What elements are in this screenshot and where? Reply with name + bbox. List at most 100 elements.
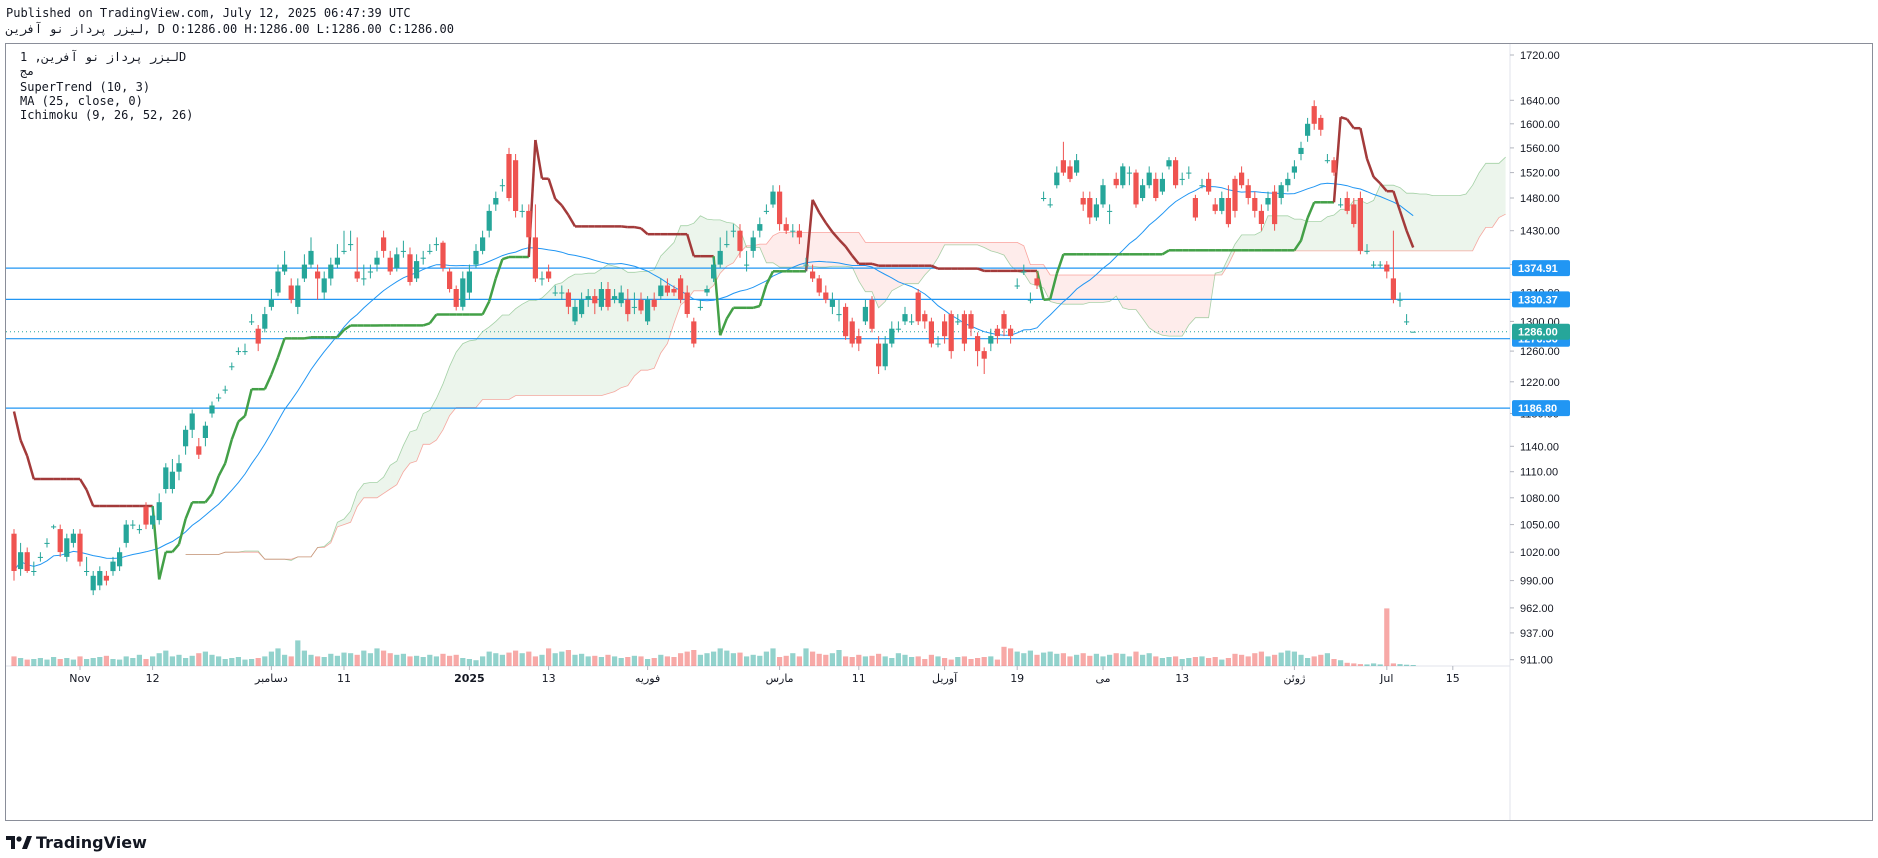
candle-body xyxy=(1272,191,1278,225)
volume-bar xyxy=(1054,653,1060,666)
volume-bar xyxy=(1113,653,1119,666)
cloud-segment xyxy=(1433,195,1440,251)
cloud-segment xyxy=(1182,274,1189,337)
cloud-segment xyxy=(522,300,529,396)
candle-body xyxy=(1107,210,1113,212)
candle-body xyxy=(783,224,789,231)
cloud-segment xyxy=(1083,274,1090,305)
supertrend-segment xyxy=(157,551,168,580)
price-tick-label: 1080.00 xyxy=(1520,493,1560,505)
candle-body xyxy=(136,529,142,531)
legend-ma[interactable]: MA (25, close, 0) xyxy=(20,94,143,108)
cloud-segment xyxy=(1393,185,1400,251)
volume-bar xyxy=(737,652,743,666)
candle-body xyxy=(394,254,400,268)
supertrend-segment xyxy=(304,336,312,340)
candle-body xyxy=(361,278,367,280)
candle-body xyxy=(1159,178,1165,192)
h-line-price-label: 1330.37 xyxy=(1518,294,1558,306)
cloud-segment xyxy=(575,274,582,396)
candle-body xyxy=(77,533,83,562)
price-chart[interactable]: 911.00 937.00 962.00 990.00 1020.00 1050.00 10… xyxy=(6,44,1872,820)
volume-bar xyxy=(341,652,347,666)
volume-bar xyxy=(1206,658,1212,666)
candle-body xyxy=(513,160,519,211)
candle-body xyxy=(724,244,730,246)
candle-body xyxy=(176,463,182,472)
volume-bar xyxy=(513,650,519,666)
supertrend-segment xyxy=(481,300,491,316)
candle-body xyxy=(902,314,908,322)
volume-bar xyxy=(876,653,882,666)
volume-bar xyxy=(1410,665,1416,666)
candle-body xyxy=(1364,250,1370,252)
cloud-segment xyxy=(1010,242,1018,272)
supertrend-segment xyxy=(527,139,537,258)
cloud-segment xyxy=(990,242,998,253)
legend-symbol: ليزر پرداز نو آفرين, 1D xyxy=(20,50,187,64)
volume-bar xyxy=(968,659,974,666)
candle-body xyxy=(222,389,228,391)
volume-bar xyxy=(1074,654,1080,666)
candle-body xyxy=(1008,328,1014,337)
volume-bar xyxy=(1140,654,1146,666)
candle-body xyxy=(1331,160,1337,173)
candle-body xyxy=(664,285,670,293)
volume-bar xyxy=(37,658,43,666)
volume-bar xyxy=(480,656,486,666)
candle-body xyxy=(295,285,301,307)
cloud-segment xyxy=(542,291,549,396)
candle-body xyxy=(750,237,756,251)
volume-bar xyxy=(1186,658,1192,666)
volume-bar xyxy=(1027,650,1033,666)
candle-body xyxy=(480,237,486,251)
volume-bar xyxy=(981,657,987,666)
volume-bar xyxy=(183,658,189,666)
cloud-segment xyxy=(317,546,325,548)
volume-bar xyxy=(532,656,538,666)
candle-body xyxy=(645,299,651,322)
cloud-segment xyxy=(1327,215,1334,251)
candle-body xyxy=(882,343,888,367)
supertrend-segment xyxy=(758,284,768,307)
h-line-price-label: 1374.91 xyxy=(1518,263,1558,275)
candle-body xyxy=(1298,147,1304,154)
supertrend-segment xyxy=(554,198,563,207)
candle-body xyxy=(460,278,466,307)
volume-bar xyxy=(704,653,710,666)
volume-bar xyxy=(1351,663,1357,666)
volume-bar xyxy=(275,648,281,666)
candle-body xyxy=(684,292,690,314)
candle-body xyxy=(123,524,129,543)
volume-bar xyxy=(539,654,545,666)
candle-body xyxy=(1311,106,1317,124)
candle-body xyxy=(70,533,76,543)
volume-bar xyxy=(394,654,400,666)
cloud-segment xyxy=(1017,242,1024,274)
candle-body xyxy=(935,343,941,345)
cloud-segment xyxy=(905,242,912,284)
supertrend-segment xyxy=(276,337,286,358)
volume-bar xyxy=(526,651,532,666)
cloud-segment xyxy=(1215,271,1222,275)
volume-bar xyxy=(783,655,789,666)
candle-body xyxy=(836,314,842,316)
volume-bar xyxy=(645,659,651,666)
legend-supertrend[interactable]: SuperTrend (10, 3) xyxy=(20,80,151,94)
candle-body xyxy=(328,264,334,279)
cloud-segment xyxy=(1413,193,1420,251)
cloud-segment xyxy=(324,540,331,548)
tradingview-logo[interactable]: TradingView xyxy=(6,830,147,854)
cloud-segment xyxy=(1452,195,1460,251)
cloud-segment xyxy=(390,461,397,490)
legend-ichimoku[interactable]: Ichimoku (9, 26, 52, 26) xyxy=(20,108,194,122)
volume-bar xyxy=(843,656,849,666)
cloud-segment xyxy=(416,413,424,462)
cloud-segment xyxy=(773,232,780,268)
volume-bar xyxy=(103,655,109,666)
chart-frame[interactable]: 911.00 937.00 962.00 990.00 1020.00 1050.00 10… xyxy=(5,43,1873,821)
volume-bar xyxy=(816,653,822,666)
volume-bar xyxy=(440,653,446,666)
candle-body xyxy=(1212,204,1218,211)
candle-body xyxy=(862,306,868,322)
